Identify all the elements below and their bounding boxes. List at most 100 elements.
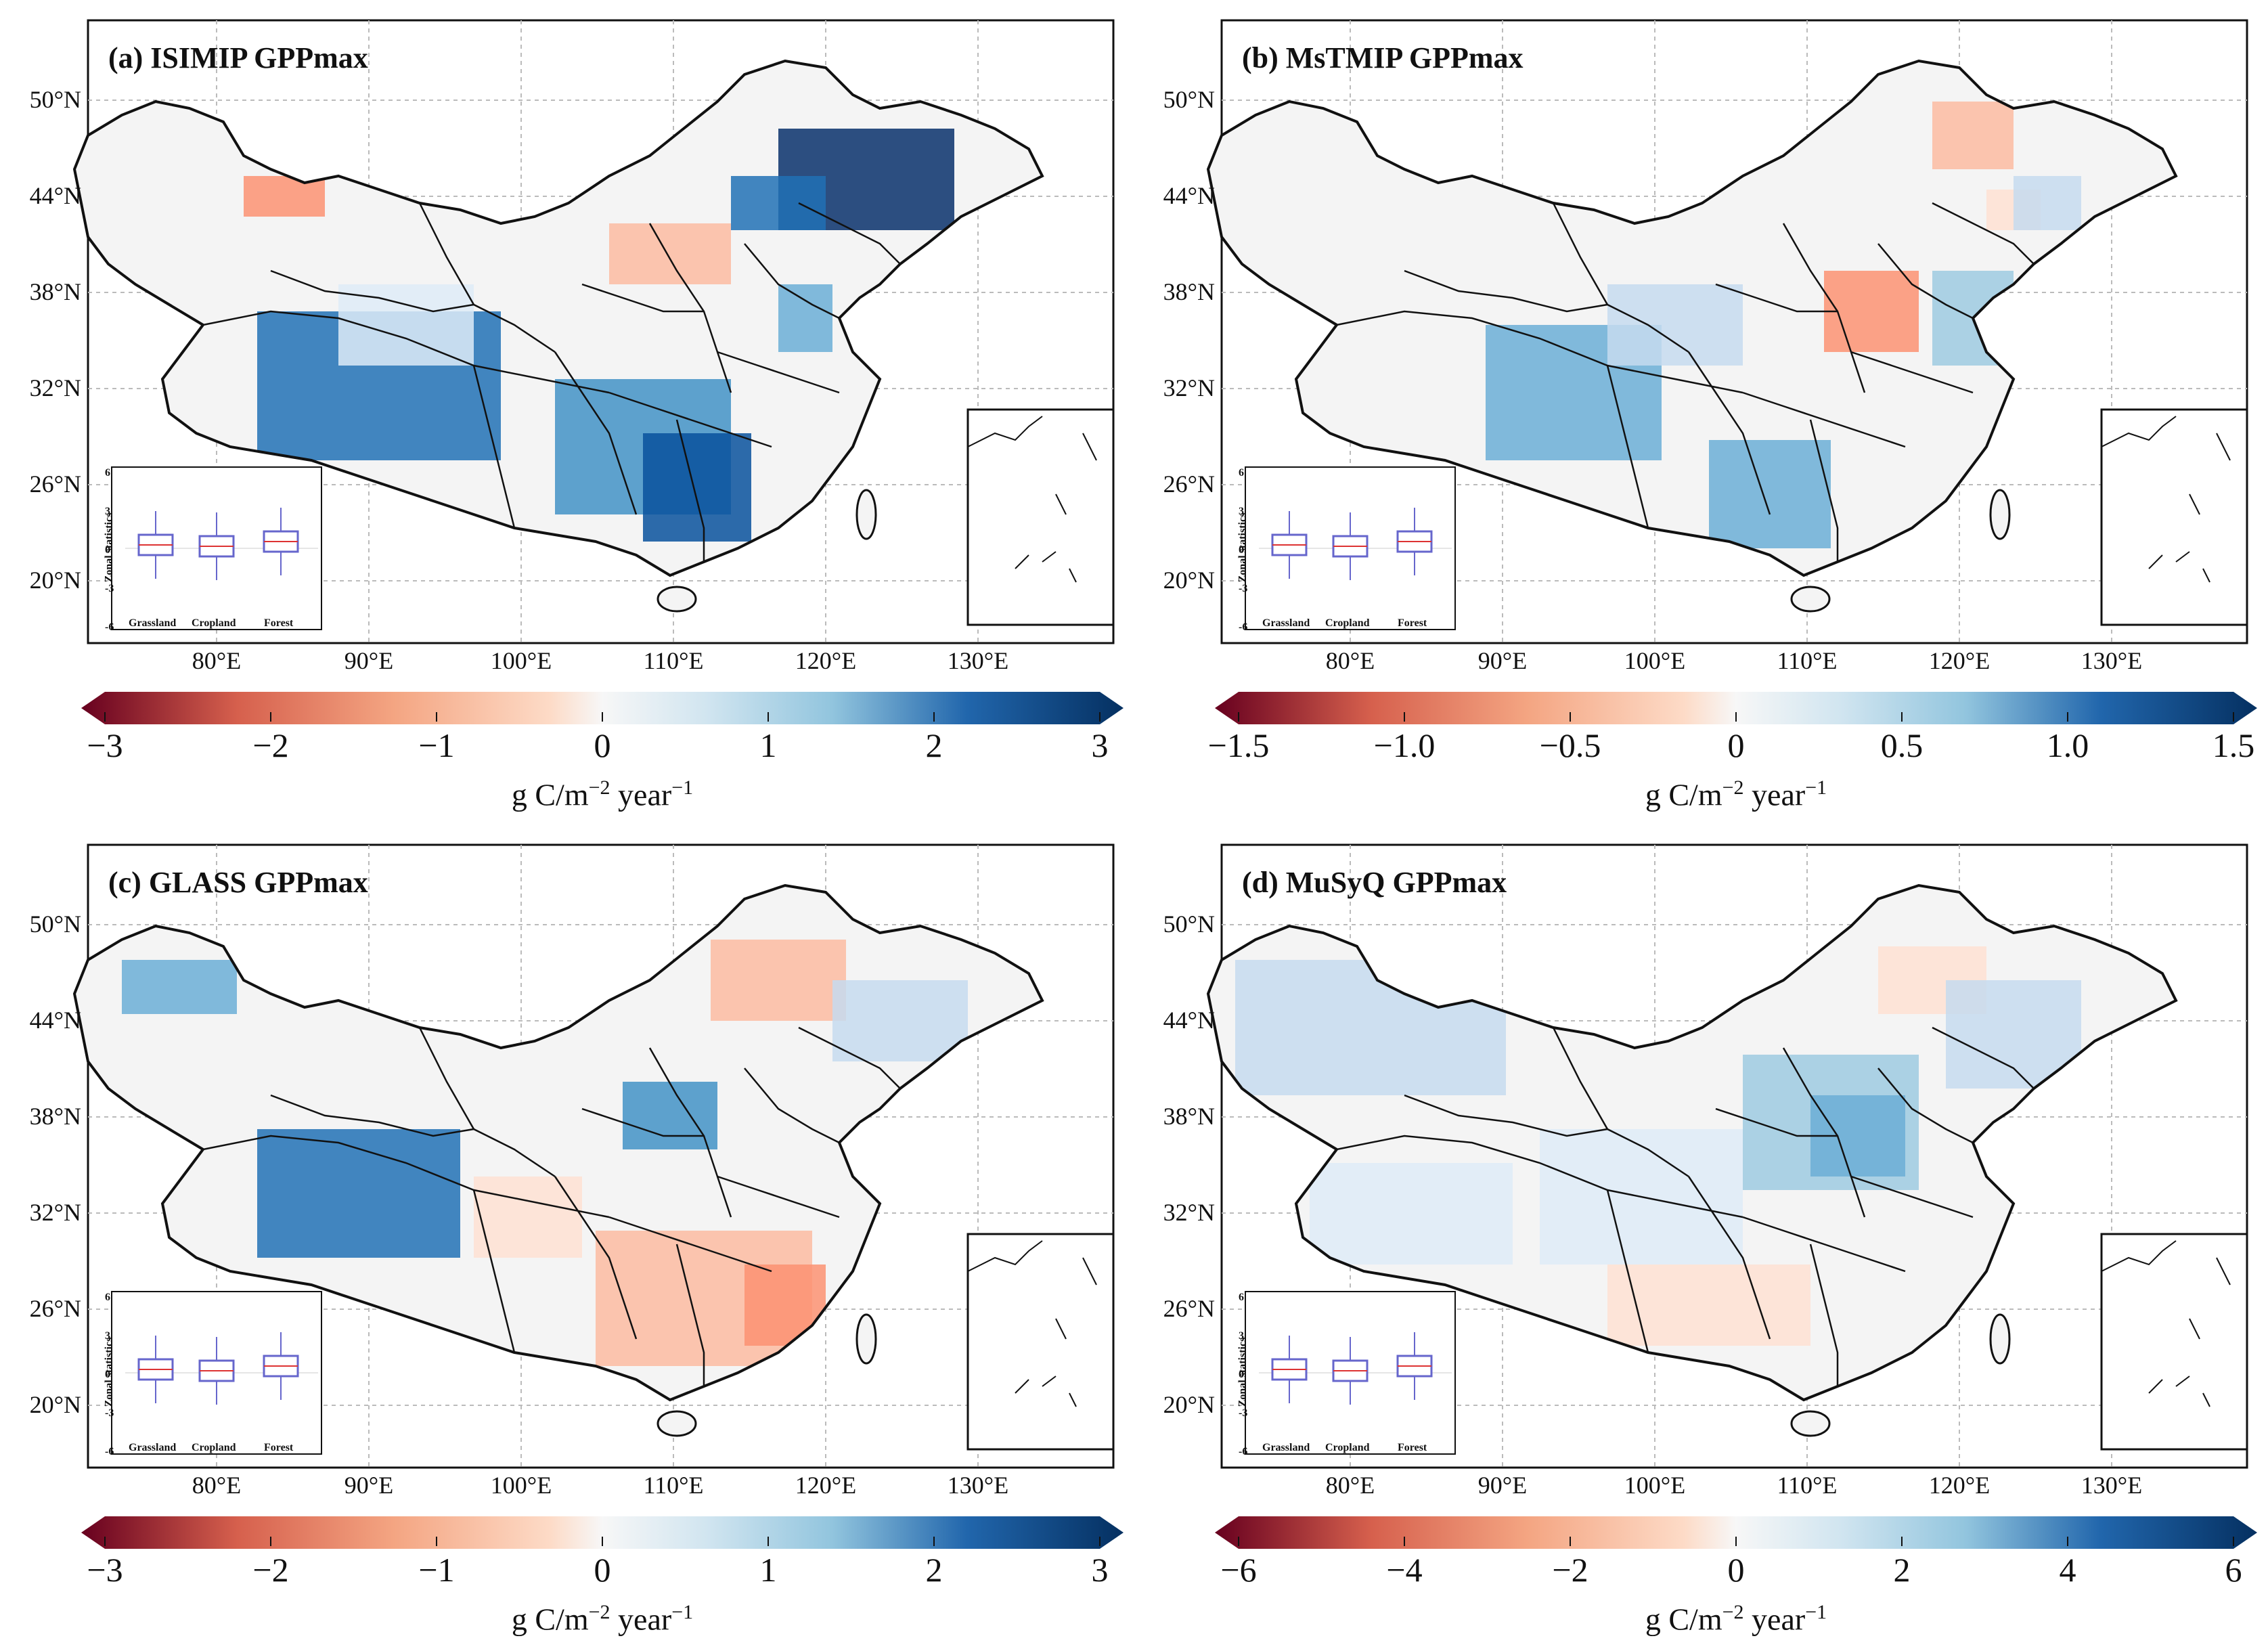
longitude-label: 120°E bbox=[795, 1472, 857, 1499]
panel-d: (d) MuSyQ GPPmax 50°N 44°N 38°N 32°N 26°N 20°N… bbox=[1134, 824, 2257, 1647]
boxplot-ytick: 6 bbox=[1239, 467, 1244, 479]
boxplot-ytick: 0 bbox=[1239, 544, 1244, 556]
colorbar-tick-label: −2 bbox=[252, 1551, 289, 1589]
boxplot-ytick: 0 bbox=[1239, 1369, 1244, 1380]
colorbar-tick-label: 0.5 bbox=[1880, 726, 1924, 764]
longitude-label: 100°E bbox=[490, 647, 552, 674]
boxplot-category: Grassland bbox=[129, 617, 177, 629]
colorbar-tick-label: −2 bbox=[252, 726, 289, 764]
colorbar-tick-label: 1.5 bbox=[2212, 726, 2255, 764]
latitude-label: 38°N bbox=[29, 1103, 81, 1130]
panel-b: (b) MsTMIP GPPmax 50°N 44°N 38°N 32°N 26°N 20°… bbox=[1134, 0, 2257, 822]
boxplot-category: Forest bbox=[264, 617, 294, 629]
longitude-label: 130°E bbox=[2081, 647, 2143, 674]
colorbar-tick-label: −6 bbox=[1220, 1551, 1257, 1589]
boxplot-category: Forest bbox=[1398, 1442, 1427, 1453]
colorbar-tick-label: 1.0 bbox=[2046, 726, 2089, 764]
boxplot-ytick: -6 bbox=[1239, 1446, 1248, 1457]
colorbar-tick-mark bbox=[270, 712, 271, 722]
colorbar-tick-label: −2 bbox=[1552, 1551, 1588, 1589]
colorbar-tick-mark bbox=[602, 1537, 603, 1546]
longitude-label: 100°E bbox=[1624, 1472, 1686, 1499]
longitude-label: 120°E bbox=[1928, 647, 1991, 674]
longitude-label: 110°E bbox=[643, 647, 704, 674]
colorbar-ramp bbox=[1215, 692, 2257, 724]
latitude-label: 38°N bbox=[29, 278, 81, 305]
longitude-label: 100°E bbox=[1624, 647, 1686, 674]
longitude-label: 110°E bbox=[1777, 647, 1838, 674]
longitude-label: 90°E bbox=[1477, 1472, 1528, 1499]
boxplot-ytick: -3 bbox=[1239, 583, 1248, 594]
colorbar-tick-mark bbox=[1735, 712, 1737, 722]
longitude-label: 90°E bbox=[1477, 647, 1528, 674]
boxplot-category: Grassland bbox=[1262, 617, 1310, 629]
colorbar-tick-label: 4 bbox=[2059, 1551, 2076, 1589]
boxplot-ytick: -3 bbox=[1239, 1407, 1248, 1419]
colorbar-unit-label: g C/m−2 year−1 bbox=[1645, 776, 1827, 812]
panel-title: (c) GLASS GPPmax bbox=[108, 866, 368, 899]
map-b bbox=[1206, 19, 2248, 644]
colorbar: −3 −2 −1 0 1 2 3 g C/m−2 year−1 bbox=[81, 1516, 1124, 1636]
latitude-label: 32°N bbox=[1163, 1199, 1215, 1226]
latitude-label: 26°N bbox=[1163, 1295, 1215, 1322]
boxplot-ytick: 3 bbox=[105, 1330, 110, 1342]
latitude-label: 50°N bbox=[1163, 86, 1215, 113]
panel-a: (a) ISIMIP GPPmax 50°N 44°N 38°N 32°N 26°N 20°… bbox=[0, 0, 1124, 822]
boxplot-ytick: -3 bbox=[105, 583, 114, 594]
colorbar-tick-label: 3 bbox=[1091, 726, 1109, 764]
colorbar-tick-mark bbox=[436, 1537, 437, 1546]
latitude-label: 20°N bbox=[29, 1391, 81, 1418]
longitude-label: 80°E bbox=[1325, 1472, 1375, 1499]
colorbar-unit-label: g C/m−2 year−1 bbox=[1645, 1601, 1827, 1637]
boxplot-ytick: 0 bbox=[105, 544, 110, 556]
colorbar-tick-label: 1 bbox=[759, 1551, 777, 1589]
panel-title: (a) ISIMIP GPPmax bbox=[108, 41, 368, 74]
colorbar-tick-mark bbox=[2233, 712, 2234, 722]
colorbar: −6 −4 −2 0 2 4 6 g C/m−2 year−1 bbox=[1215, 1516, 2257, 1636]
boxplot-category: Grassland bbox=[1262, 1442, 1310, 1453]
colorbar-tick-label: 0 bbox=[594, 1551, 611, 1589]
colorbar-tick-label: −1 bbox=[418, 1551, 455, 1589]
colorbar-tick-label: 2 bbox=[925, 726, 943, 764]
longitude-label: 90°E bbox=[344, 1472, 394, 1499]
colorbar-unit-label: g C/m−2 year−1 bbox=[511, 1601, 694, 1637]
colorbar-tick-label: −3 bbox=[87, 726, 123, 764]
colorbar-ramp bbox=[81, 692, 1124, 724]
boxplot-category: Grassland bbox=[129, 1442, 177, 1453]
colorbar-tick-label: 0 bbox=[1727, 1551, 1745, 1589]
colorbar: −1.5 −1.0 −0.5 0 0.5 1.0 1.5 g C/m−2 year−1 bbox=[1208, 692, 2257, 812]
longitude-label: 120°E bbox=[795, 647, 857, 674]
colorbar-tick-mark bbox=[104, 1537, 106, 1546]
latitude-label: 38°N bbox=[1163, 278, 1215, 305]
boxplot-ytick: 3 bbox=[1239, 1330, 1244, 1342]
latitude-label: 50°N bbox=[29, 86, 81, 113]
colorbar-tick-mark bbox=[1901, 712, 1903, 722]
boxplot-category: Cropland bbox=[192, 617, 236, 629]
boxplot-ytick: 6 bbox=[1239, 1292, 1244, 1303]
colorbar-tick-mark bbox=[1404, 712, 1405, 722]
colorbar-tick-mark bbox=[1901, 1537, 1903, 1546]
colorbar-tick-label: −0.5 bbox=[1539, 726, 1601, 764]
boxplot-ytick: 6 bbox=[105, 1292, 110, 1303]
panel-title: (b) MsTMIP GPPmax bbox=[1242, 41, 1524, 74]
colorbar-ramp bbox=[1215, 1516, 2257, 1549]
boxplot-category: Cropland bbox=[192, 1442, 236, 1453]
colorbar-tick-mark bbox=[768, 712, 769, 722]
boxplot-ytick: 0 bbox=[105, 1369, 110, 1380]
longitude-label: 100°E bbox=[490, 1472, 552, 1499]
colorbar-tick-label: −1.0 bbox=[1373, 726, 1436, 764]
latitude-label: 32°N bbox=[1163, 374, 1215, 401]
colorbar-tick-mark bbox=[768, 1537, 769, 1546]
longitude-label: 80°E bbox=[1325, 647, 1375, 674]
colorbar-tick-label: 1 bbox=[759, 726, 777, 764]
longitude-label: 90°E bbox=[344, 647, 394, 674]
colorbar-tick-label: −3 bbox=[87, 1551, 123, 1589]
latitude-label: 20°N bbox=[1163, 567, 1215, 594]
latitude-label: 26°N bbox=[29, 1295, 81, 1322]
boxplot-category: Forest bbox=[264, 1442, 294, 1453]
latitude-label: 20°N bbox=[29, 567, 81, 594]
colorbar-tick-label: −4 bbox=[1386, 1551, 1423, 1589]
boxplot-ytick: 3 bbox=[105, 506, 110, 517]
colorbar-tick-mark bbox=[1570, 712, 1571, 722]
latitude-label: 44°N bbox=[1163, 182, 1215, 209]
